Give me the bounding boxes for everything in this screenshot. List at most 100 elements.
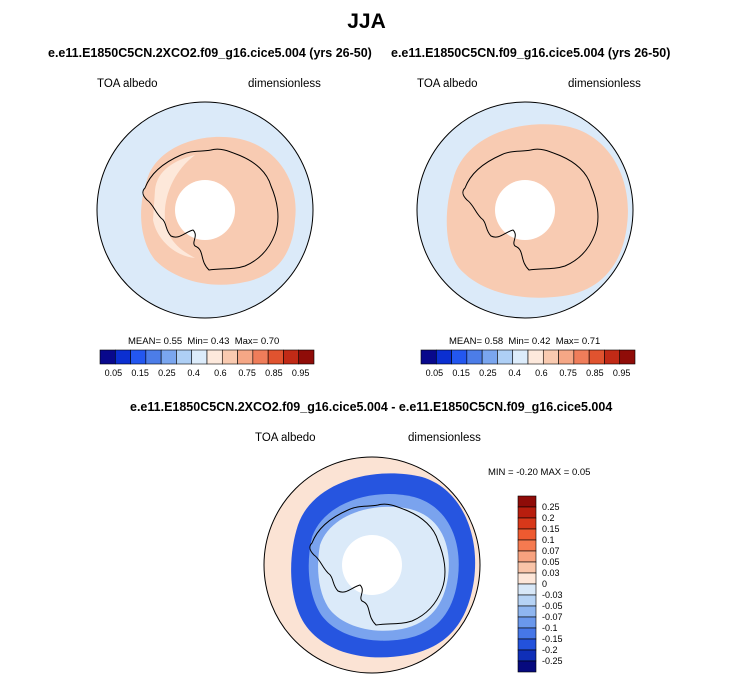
diff-variable-label: TOA albedo (255, 432, 316, 444)
colorbar-tick-label: -0.03 (542, 590, 563, 600)
colorbar-swatch (451, 349, 468, 365)
colorbar-swatch (267, 349, 284, 365)
colorbar-swatch (99, 349, 116, 365)
colorbar-swatch (191, 349, 208, 365)
diff-map (263, 456, 481, 674)
colorbar-tick-label: 0.2 (542, 513, 555, 523)
min-value: 0.43 (210, 336, 230, 347)
diff-colorbar: 0.250.20.150.10.070.050.030-0.03-0.05-0.… (517, 495, 563, 673)
colorbar-tick-label: 0.75 (238, 368, 256, 378)
colorbar-swatch (517, 561, 537, 574)
colorbar-swatch (252, 349, 269, 365)
max-value: 0.71 (581, 336, 601, 347)
colorbar-swatch (517, 506, 537, 519)
panel-2-variable-label: TOA albedo (417, 78, 478, 90)
min-label: Min= (508, 336, 530, 347)
panel-2-title: e.e11.E1850C5CN.f09_g16.cice5.004 (yrs 2… (391, 46, 671, 60)
colorbar-tick-label: 0.1 (542, 535, 555, 545)
panel-2-colorbar: 0.05 0.15 0.25 0.4 0.6 0.75 0.85 0.95 (420, 349, 636, 378)
colorbar-swatch (114, 349, 131, 365)
colorbar-swatch (588, 349, 605, 365)
panel-2-map (416, 101, 634, 319)
mean-label: MEAN= (128, 336, 161, 347)
mean-value: 0.58 (484, 336, 504, 347)
diff-minmax-text: MIN = -0.20 MAX = 0.05 (488, 467, 591, 478)
colorbar-tick-label: 0.15 (131, 368, 149, 378)
colorbar-tick-label: -0.25 (542, 656, 563, 666)
colorbar-swatch (517, 550, 537, 563)
colorbar-swatch (517, 539, 537, 552)
colorbar-tick-label: 0.6 (214, 368, 227, 378)
colorbar-swatch (176, 349, 193, 365)
colorbar-tick-label: 0.05 (105, 368, 123, 378)
colorbar-swatch (517, 583, 537, 596)
colorbar-tick-label: 0.05 (542, 557, 560, 567)
colorbar-tick-label: -0.15 (542, 634, 563, 644)
colorbar-swatch (517, 495, 537, 508)
panel-1-title: e.e11.E1850C5CN.2XCO2.f09_g16.cice5.004 … (48, 46, 372, 60)
colorbar-swatch (221, 349, 238, 365)
colorbar-tick-label: -0.1 (542, 623, 558, 633)
colorbar-tick-label: 0.95 (613, 368, 631, 378)
colorbar-swatch (130, 349, 147, 365)
colorbar-swatch (604, 349, 621, 365)
colorbar-tick-label: 0 (542, 579, 547, 589)
panel-1-variable-label: TOA albedo (97, 78, 158, 90)
panel-1-map (96, 101, 314, 319)
colorbar-swatch (558, 349, 575, 365)
min-label: Min= (187, 336, 209, 347)
colorbar-tick-label: 0.05 (426, 368, 444, 378)
max-label: Max= (555, 336, 580, 347)
mean-value: 0.55 (163, 336, 183, 347)
colorbar-swatch (573, 349, 590, 365)
colorbar-swatch (517, 572, 537, 585)
colorbar-tick-label: 0.95 (292, 368, 310, 378)
colorbar-tick-label: -0.2 (542, 645, 558, 655)
colorbar-swatch (517, 638, 537, 651)
colorbar-swatch (542, 349, 559, 365)
max-label: Max= (234, 336, 259, 347)
colorbar-swatch (435, 349, 452, 365)
colorbar-swatch (517, 660, 537, 673)
diff-units-label: dimensionless (408, 432, 481, 444)
main-title: JJA (347, 10, 386, 33)
colorbar-tick-label: 0.85 (586, 368, 604, 378)
colorbar-tick-label: 0.25 (158, 368, 176, 378)
colorbar-swatch (517, 649, 537, 662)
colorbar-swatch (517, 517, 537, 530)
colorbar-swatch (517, 627, 537, 640)
colorbar-swatch (466, 349, 483, 365)
colorbar-swatch (145, 349, 162, 365)
colorbar-tick-label: 0.25 (479, 368, 497, 378)
colorbar-tick-label: 0.07 (542, 546, 560, 556)
panel-1-colorbar: 0.05 0.15 0.25 0.4 0.6 0.75 0.85 0.95 (99, 349, 315, 378)
colorbar-swatch (517, 528, 537, 541)
colorbar-swatch (283, 349, 300, 365)
colorbar-swatch (517, 594, 537, 607)
panel-2-units-label: dimensionless (568, 78, 641, 90)
mean-label: MEAN= (449, 336, 482, 347)
colorbar-tick-label: -0.07 (542, 612, 563, 622)
max-value: 0.70 (260, 336, 280, 347)
colorbar-tick-label: 0.75 (559, 368, 577, 378)
colorbar-swatch (619, 349, 636, 365)
colorbar-tick-label: 0.4 (508, 368, 521, 378)
panel-1-units-label: dimensionless (248, 78, 321, 90)
colorbar-tick-label: 0.4 (187, 368, 200, 378)
panel-2-stats: MEAN= 0.58 Min= 0.42 Max= 0.71 (449, 336, 600, 347)
colorbar-tick-label: 0.25 (542, 502, 560, 512)
colorbar-swatch (527, 349, 544, 365)
colorbar-tick-label: 0.85 (265, 368, 283, 378)
colorbar-swatch (298, 349, 315, 365)
colorbar-tick-label: 0.03 (542, 568, 560, 578)
colorbar-swatch (237, 349, 254, 365)
colorbar-tick-label: -0.05 (542, 601, 563, 611)
colorbar-tick-label: 0.15 (452, 368, 470, 378)
min-value: 0.42 (531, 336, 551, 347)
diff-panel-title: e.e11.E1850C5CN.2XCO2.f09_g16.cice5.004 … (130, 400, 613, 414)
colorbar-swatch (517, 616, 537, 629)
colorbar-swatch (512, 349, 529, 365)
colorbar-tick-label: 0.6 (535, 368, 548, 378)
colorbar-swatch (160, 349, 177, 365)
colorbar-swatch (517, 605, 537, 618)
